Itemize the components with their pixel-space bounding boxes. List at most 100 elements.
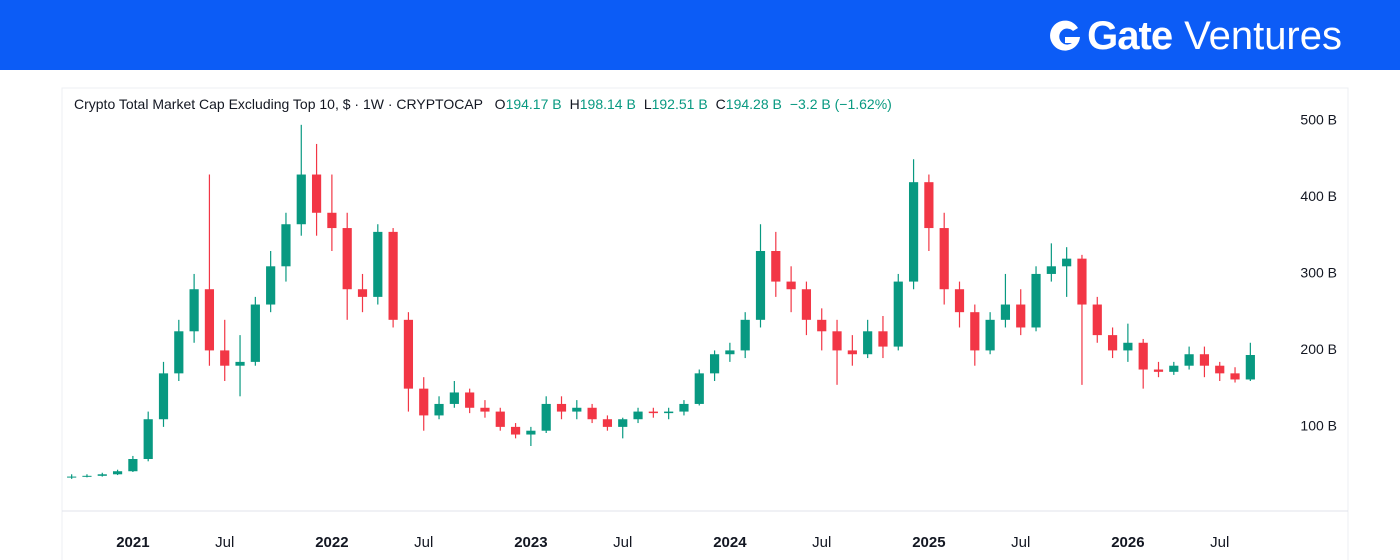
candle-body <box>893 281 903 347</box>
y-tick-label: 100 B <box>1300 418 1337 434</box>
candle-body <box>449 392 459 404</box>
candle-body <box>174 331 184 374</box>
x-tick-label: 2022 <box>315 534 348 551</box>
candle-body <box>403 319 414 389</box>
candle-body <box>235 361 245 366</box>
legend-value: 192.51 B <box>651 96 708 112</box>
candle-body <box>296 174 306 225</box>
logo-icon <box>1050 20 1081 51</box>
legend-change: −3.2 B (−1.62%) <box>789 96 892 112</box>
candle-body <box>1031 273 1041 328</box>
candle-body <box>419 388 429 416</box>
candle-body <box>480 407 490 412</box>
candle-body <box>847 350 857 355</box>
candle-body <box>1077 258 1087 305</box>
candle-body <box>954 289 965 313</box>
candle-body <box>311 174 322 213</box>
legend-key: L <box>643 96 652 112</box>
banner: Gate Ventures <box>0 0 1400 70</box>
candle-body <box>266 266 276 305</box>
candle-body <box>939 228 949 290</box>
x-tick-label: 2025 <box>912 534 945 551</box>
candle-body <box>1169 365 1179 372</box>
legend-value: 198.14 B <box>579 96 636 112</box>
candle-body <box>158 373 169 420</box>
candle-body <box>648 411 658 414</box>
candle-body <box>740 319 750 351</box>
candle-body <box>327 212 337 229</box>
chart-title: Crypto Total Market Cap Excluding Top 10… <box>74 96 483 112</box>
candle-body <box>1230 373 1240 380</box>
candle-body <box>786 281 796 290</box>
candle-body <box>373 231 383 297</box>
y-tick-label: 500 B <box>1300 112 1337 128</box>
candle-body <box>863 331 873 355</box>
legend-value: 194.28 B <box>725 96 782 112</box>
x-tick-label: 2026 <box>1111 534 1144 551</box>
x-tick-label: 2024 <box>713 534 747 551</box>
chart-frame <box>61 87 1349 560</box>
x-tick-label: Jul <box>215 534 234 551</box>
candle-body <box>679 403 689 412</box>
candle-body <box>357 289 368 297</box>
candle-body <box>526 430 536 435</box>
candle-body <box>495 411 505 427</box>
candle-body <box>832 331 842 351</box>
brand-suffix: Ventures <box>1184 14 1342 58</box>
candle-body <box>1215 365 1225 374</box>
candle-body <box>1092 304 1102 336</box>
candle-body <box>82 475 92 477</box>
candle-body <box>128 459 138 472</box>
candle-body <box>725 350 735 355</box>
candle-body <box>709 354 720 374</box>
legend-key: H <box>569 96 580 112</box>
candle-body <box>342 228 352 290</box>
candle-body <box>434 403 444 416</box>
candle-body <box>755 251 766 320</box>
x-tick-label: Jul <box>1011 534 1030 551</box>
candle-body <box>112 471 123 475</box>
candle-body <box>1000 304 1011 320</box>
candle-body <box>602 419 613 427</box>
candle-body <box>541 403 551 431</box>
candle-body <box>1153 369 1164 372</box>
candle-body <box>817 319 827 332</box>
candle-body <box>1245 355 1255 380</box>
candle-body <box>281 224 291 267</box>
candle-body <box>1199 354 1210 366</box>
legend-key: O <box>494 96 506 112</box>
x-tick-label: Jul <box>1210 534 1229 551</box>
x-tick-label: Jul <box>613 534 632 551</box>
candle-body <box>1046 266 1056 274</box>
candle-body <box>250 304 260 362</box>
candle-body <box>664 411 674 414</box>
candle-body <box>204 289 215 351</box>
x-tick-label: 2021 <box>116 534 149 551</box>
candle-body <box>633 411 643 420</box>
logo: Gate Ventures <box>1047 14 1342 59</box>
candle-body <box>908 182 919 282</box>
candle-body <box>878 331 888 347</box>
candle-body <box>985 319 995 351</box>
x-tick-label: 2023 <box>514 534 547 551</box>
candle-body <box>572 407 582 412</box>
candle-body <box>924 182 934 229</box>
candle-body <box>694 373 704 404</box>
candle-body <box>220 350 230 366</box>
y-tick-label: 200 B <box>1300 341 1337 357</box>
candle-body <box>771 251 781 282</box>
y-tick-label: 400 B <box>1300 188 1337 204</box>
candle-body <box>1062 258 1072 267</box>
candle-body <box>1123 342 1133 351</box>
candle-body <box>1016 304 1026 328</box>
candle-body <box>465 392 475 408</box>
candle-body <box>1184 354 1194 366</box>
candle-body <box>189 289 199 332</box>
candle-body <box>1107 335 1118 351</box>
x-tick-label: Jul <box>414 534 433 551</box>
candle-body <box>388 231 398 320</box>
candle-body <box>801 289 812 320</box>
candle-body <box>970 312 980 351</box>
